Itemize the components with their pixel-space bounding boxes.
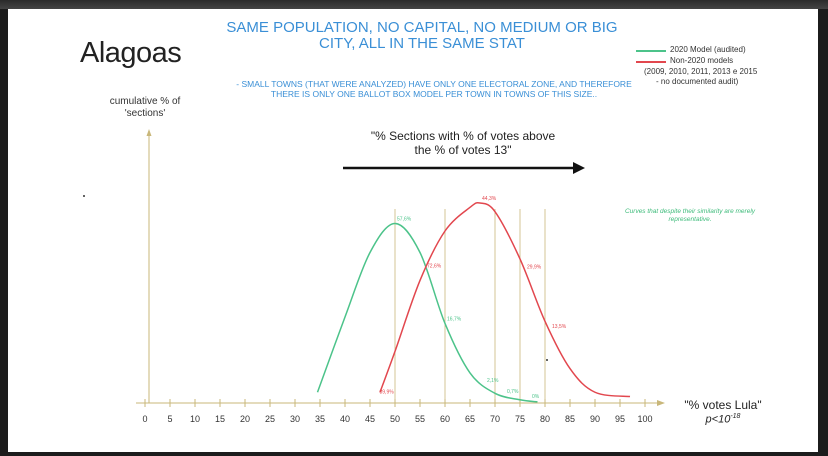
x-tick-label: 60 xyxy=(440,414,450,424)
series-line-non2020 xyxy=(379,202,631,398)
legend-detail-1: (2009, 2010, 2011, 2013 e 2015 xyxy=(644,67,758,76)
legend-swatch-green xyxy=(636,50,666,52)
legend-swatch-red xyxy=(636,61,666,63)
x-axis-arrowhead xyxy=(657,400,665,406)
legend-detail-2: - no documented audit) xyxy=(656,77,739,86)
x-tick-label: 70 xyxy=(490,414,500,424)
x-tick-label: 90 xyxy=(590,414,600,424)
direction-arrow-head xyxy=(573,162,585,174)
state-title: Alagoas xyxy=(80,37,182,69)
data-label: 72,6% xyxy=(427,264,442,270)
series-line-2020 xyxy=(316,222,538,403)
data-label: 0,7% xyxy=(507,389,519,395)
x-tick-label: 5 xyxy=(167,414,172,424)
p-value: p<10-18 xyxy=(668,413,778,426)
p-value-exponent: -18 xyxy=(730,413,741,420)
x-tick-label: 20 xyxy=(240,414,250,424)
y-axis-arrowhead xyxy=(146,129,152,136)
window-top-edge xyxy=(0,0,828,9)
data-label: 57,6% xyxy=(397,216,412,222)
legend-item-non2020: Non-2020 models xyxy=(630,56,818,67)
note-text: - SMALL TOWNS (THAT WERE ANALYZED) HAVE … xyxy=(236,79,632,99)
legend: 2020 Model (audited) Non-2020 models (20… xyxy=(630,45,818,87)
x-tick-label: 35 xyxy=(315,414,325,424)
data-label: 16,7% xyxy=(447,316,462,322)
x-tick-label: 95 xyxy=(615,414,625,424)
x-tick-label: 65 xyxy=(465,414,475,424)
x-tick-label: 100 xyxy=(637,414,652,424)
y-axis-label: cumulative % of 'sections' xyxy=(109,96,181,119)
data-label: 0% xyxy=(532,394,540,400)
x-tick-label: 85 xyxy=(565,414,575,424)
data-label: 89,9% xyxy=(380,390,395,396)
x-tick-label: 75 xyxy=(515,414,525,424)
x-tick-label: 50 xyxy=(390,414,400,424)
x-axis-label: "% votes Lula" xyxy=(684,398,762,412)
x-tick-label: 0 xyxy=(142,414,147,424)
p-value-base: p<10 xyxy=(705,413,731,426)
chart-canvas: 0 5 10 15 20 25 30 35 40 45 50 55 60 65 70 75 80 85 90 95 10… xyxy=(136,129,665,424)
legend-item-2020: 2020 Model (audited) xyxy=(630,45,818,56)
x-tick-label: 30 xyxy=(290,414,300,424)
legend-label: 2020 Model (audited) xyxy=(670,45,746,54)
slide: Alagoas SAME POPULATION, NO CAPITAL, NO … xyxy=(8,9,818,452)
stray-dot xyxy=(83,195,85,197)
data-label: 2,1% xyxy=(487,378,499,384)
x-tick-label: 15 xyxy=(215,414,225,424)
x-tick-label: 80 xyxy=(540,414,550,424)
headline: SAME POPULATION, NO CAPITAL, NO MEDIUM O… xyxy=(226,19,618,52)
stray-dot xyxy=(546,359,548,361)
x-tick-label: 25 xyxy=(265,414,275,424)
x-tick-label: 55 xyxy=(415,414,425,424)
x-tick-label: 40 xyxy=(340,414,350,424)
data-label: 29,9% xyxy=(527,264,542,270)
x-tick-label: 45 xyxy=(365,414,375,424)
curve-note: Curves that despite their similarity are… xyxy=(624,208,756,223)
data-label: 13,5% xyxy=(552,324,567,330)
data-label: 44,3% xyxy=(482,196,497,202)
x-tick-label: 10 xyxy=(190,414,200,424)
arrow-label: "% Sections with % of votes above the % … xyxy=(370,129,556,157)
legend-label: Non-2020 models xyxy=(670,56,734,65)
